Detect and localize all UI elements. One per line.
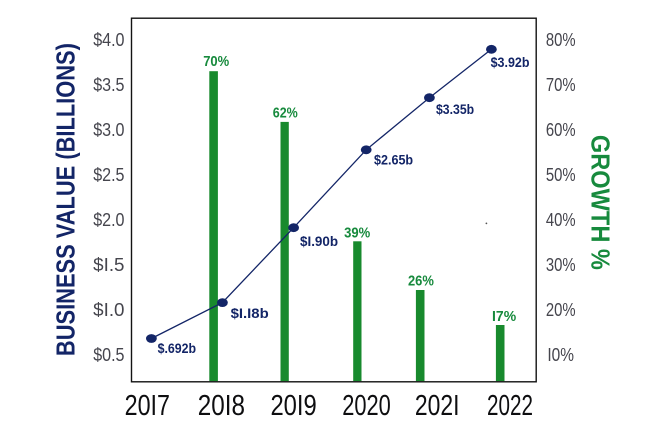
- svg-text:$I.5: $I.5: [93, 255, 124, 275]
- svg-text:30%: 30%: [546, 255, 576, 275]
- svg-text:$3.0: $3.0: [93, 120, 124, 140]
- svg-text:$2.5: $2.5: [93, 165, 124, 185]
- svg-text:$I.90b: $I.90b: [300, 233, 338, 249]
- svg-text:$3.5: $3.5: [93, 75, 124, 95]
- svg-text:2020: 2020: [342, 390, 391, 422]
- svg-text:70%: 70%: [546, 75, 576, 95]
- svg-text:20%: 20%: [546, 300, 576, 320]
- svg-text:I7%: I7%: [492, 308, 516, 325]
- svg-text:I0%: I0%: [547, 345, 574, 365]
- svg-text:40%: 40%: [546, 210, 576, 230]
- svg-text:26%: 26%: [408, 272, 434, 289]
- svg-text:$2.0: $2.0: [93, 210, 124, 230]
- svg-text:62%: 62%: [273, 105, 298, 122]
- svg-text:60%: 60%: [546, 120, 576, 140]
- svg-text:70%: 70%: [203, 53, 229, 70]
- svg-text:BUSINESS VALUE (BILLIONS): BUSINESS VALUE (BILLIONS): [50, 43, 80, 356]
- svg-text:80%: 80%: [546, 30, 576, 50]
- svg-text:20I9: 20I9: [270, 390, 316, 422]
- svg-text:20I7: 20I7: [125, 390, 170, 422]
- svg-text:2022: 2022: [487, 390, 533, 422]
- svg-text:$.692b: $.692b: [158, 340, 197, 356]
- svg-text:GROWTH %: GROWTH %: [585, 135, 615, 270]
- svg-text:$2.65b: $2.65b: [374, 152, 413, 168]
- svg-text:$I.0: $I.0: [93, 300, 124, 320]
- svg-text:202I: 202I: [415, 390, 460, 422]
- svg-text:50%: 50%: [546, 165, 576, 185]
- svg-text:$3.35b: $3.35b: [436, 101, 474, 117]
- svg-text:$3.92b: $3.92b: [491, 54, 530, 70]
- svg-text:$0.5: $0.5: [93, 345, 124, 365]
- svg-text:20I8: 20I8: [198, 390, 245, 422]
- svg-text:39%: 39%: [344, 224, 370, 241]
- svg-text:$4.0: $4.0: [93, 30, 124, 50]
- svg-text:$I.I8b: $I.I8b: [231, 305, 269, 321]
